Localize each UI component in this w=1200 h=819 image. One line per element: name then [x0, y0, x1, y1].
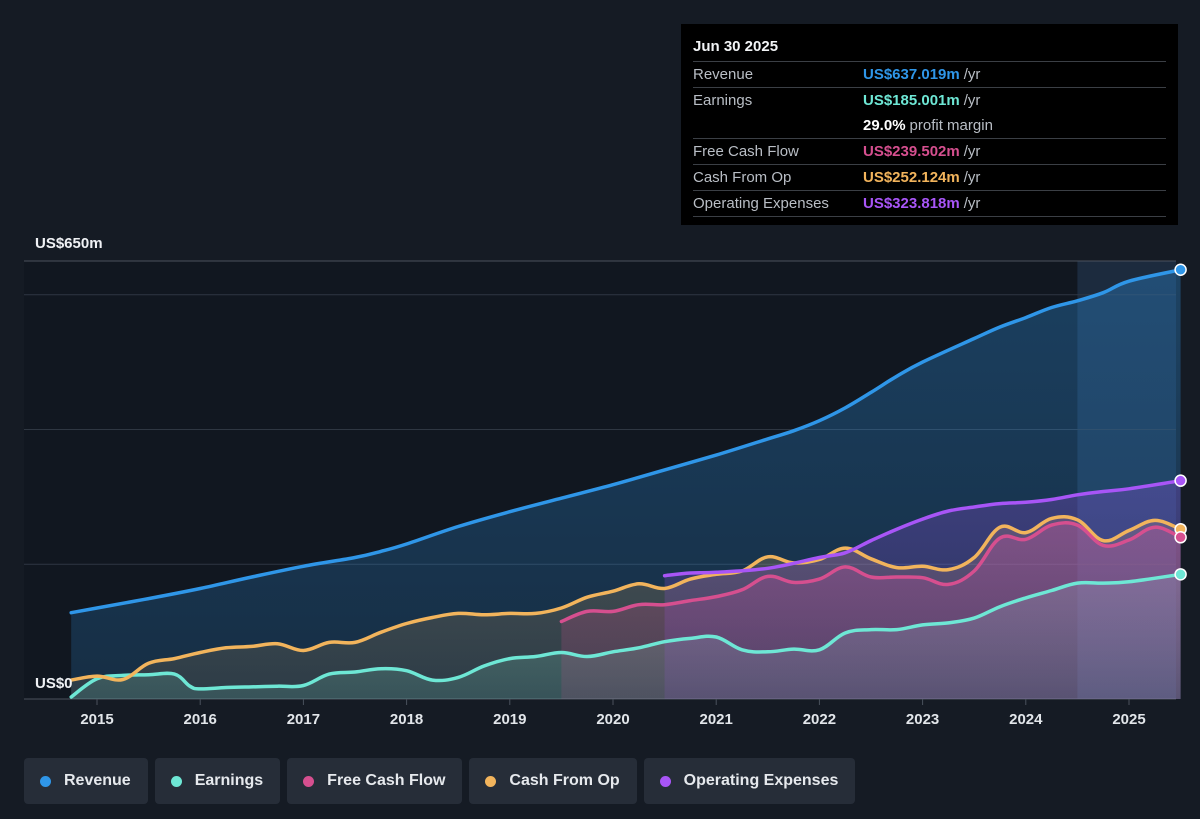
x-tick-label: 2020 [596, 711, 629, 728]
tooltip-row-unit: /yr [963, 66, 981, 83]
tooltip-row-label [693, 113, 863, 138]
tooltip-row-unit: /yr [963, 143, 981, 160]
x-tick-label: 2023 [906, 711, 939, 728]
tooltip-row-value: 29.0% [863, 117, 906, 134]
end-marker-earnings [1174, 568, 1187, 581]
legend-dot-icon [485, 775, 497, 787]
x-tick-label: 2024 [1009, 711, 1043, 728]
legend-dot-icon [303, 775, 315, 787]
legend-item-operating-expenses[interactable]: Operating Expenses [643, 758, 856, 804]
y-label-bottom: US$0 [35, 675, 73, 692]
x-tick-label: 2018 [390, 711, 423, 728]
legend-dot-icon [40, 775, 51, 787]
tooltip-row-label: Earnings [693, 92, 753, 109]
legend: Revenue Earnings Free Cash Flow Cash From O… [24, 758, 856, 804]
tooltip-row: Cash From Op US$252.124m/yr [693, 164, 1166, 190]
legend-label: Earnings [194, 772, 264, 789]
tooltip-row: Free Cash Flow US$239.502m/yr [693, 138, 1166, 164]
x-tick-label: 2022 [803, 711, 836, 728]
tooltip-row-value: US$637.019m [863, 66, 960, 83]
tooltip-row: Revenue US$637.019m/yr [693, 61, 1166, 87]
tooltip-row-value: US$252.124m [863, 169, 960, 186]
x-tick-label: 2015 [80, 711, 113, 728]
line-cash-from-op [69, 514, 1183, 682]
tooltip-row: 29.0% profit margin [693, 113, 1166, 138]
line-free-cash-flow [559, 521, 1183, 624]
end-marker-operating-expenses [1174, 474, 1187, 487]
legend-label: Operating Expenses [683, 772, 839, 789]
x-tick-label: 2025 [1112, 711, 1145, 728]
tooltip-row-label: Cash From Op [693, 169, 792, 186]
y-label-top: US$650m [35, 235, 103, 252]
tooltip-panel: Jun 30 2025 Revenue US$637.019m/yr Earning… [681, 24, 1178, 225]
end-marker-revenue [1174, 263, 1187, 277]
tooltip-row-label: Operating Expenses [693, 195, 829, 212]
tooltip-row-unit: /yr [963, 92, 981, 109]
tooltip-row-unit: /yr [963, 195, 981, 212]
line-operating-expenses [662, 478, 1183, 578]
tooltip-row-unit: profit margin [909, 117, 993, 134]
legend-item-cash-from-op[interactable]: Cash From Op [469, 758, 637, 804]
line-revenue [69, 268, 1183, 615]
tooltip-row: Operating Expenses US$323.818m/yr [693, 190, 1166, 217]
legend-label: Revenue [64, 772, 131, 789]
tooltip-row-value: US$323.818m [863, 195, 960, 212]
tooltip-row-value: US$239.502m [863, 143, 960, 160]
legend-label: Free Cash Flow [327, 772, 446, 789]
legend-label: Cash From Op [509, 772, 620, 789]
tooltip-row-value: US$185.001m [863, 92, 960, 109]
tooltip-row-label: Revenue [693, 66, 754, 83]
end-marker-free-cash-flow [1174, 531, 1187, 544]
legend-item-free-cash-flow[interactable]: Free Cash Flow [287, 758, 463, 804]
tooltip-date: Jun 30 2025 [693, 38, 779, 55]
legend-item-earnings[interactable]: Earnings [154, 758, 281, 804]
legend-dot-icon [170, 775, 182, 787]
x-tick-label: 2021 [700, 711, 733, 728]
tooltip-row: Earnings US$185.001m/yr [693, 87, 1166, 113]
line-earnings [69, 572, 1183, 699]
x-tick-label: 2019 [493, 711, 526, 728]
legend-item-revenue[interactable]: Revenue [24, 758, 148, 804]
x-tick-label: 2016 [184, 711, 217, 728]
x-tick-label: 2017 [287, 711, 320, 728]
area-operating-expenses [664, 480, 1181, 699]
legend-dot-icon [659, 775, 671, 787]
tooltip-row-label: Free Cash Flow [693, 143, 799, 160]
tooltip-row-unit: /yr [963, 169, 981, 186]
